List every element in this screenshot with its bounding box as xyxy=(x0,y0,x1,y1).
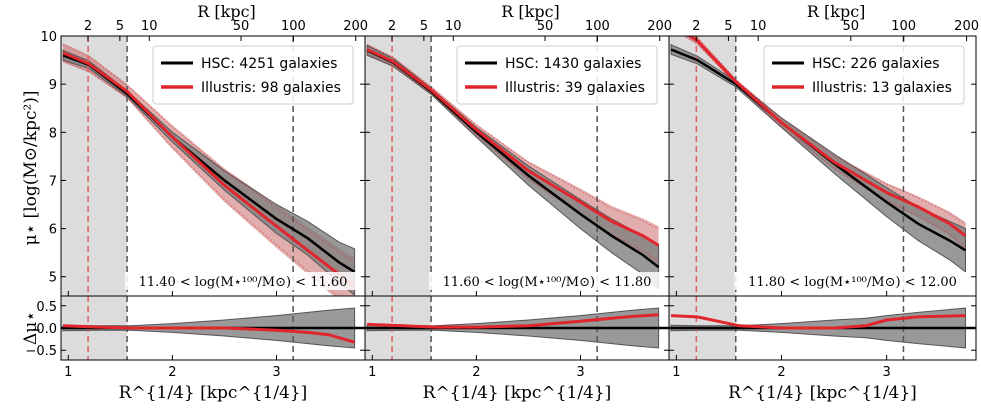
legend-box xyxy=(456,45,658,105)
legend-illustris-label: Illustris: 13 galaxies xyxy=(812,80,952,96)
x-tick-label: 2 xyxy=(168,365,176,380)
y-tick-label-bottom: 0.5 xyxy=(36,300,57,315)
mass-bin-label: 11.80 < log(M⋆¹⁰⁰/M⊙) < 12.00 xyxy=(748,275,957,290)
mass-bin-bg xyxy=(429,272,665,290)
top-tick-label: 200 xyxy=(647,19,672,34)
top-axis-label: R [kpc] xyxy=(807,2,866,21)
mass-bin-label: 11.60 < log(M⋆¹⁰⁰/M⊙) < 11.80 xyxy=(443,275,652,290)
illustris-median-line xyxy=(62,51,356,288)
y-tick-label-bottom: 0.0 xyxy=(36,322,57,337)
residual-plot xyxy=(365,296,669,360)
top-tick-label: 10 xyxy=(750,19,767,34)
y-tick-label: 8 xyxy=(49,126,57,141)
x-tick-label: 1 xyxy=(672,365,680,380)
legend-illustris-label: Illustris: 39 galaxies xyxy=(505,80,645,96)
illustris-individual-profile xyxy=(683,36,966,248)
illustris-median-line xyxy=(687,36,967,237)
y-axis-label-top: μ⋆ [log(M⊙/kpc²)] xyxy=(21,90,41,245)
x-tick-label: 1 xyxy=(368,365,376,380)
top-tick-label: 200 xyxy=(954,19,979,34)
top-tick-label: 5 xyxy=(420,19,428,34)
mass-bin-label: 11.40 < log(M⋆¹⁰⁰/M⊙) < 11.60 xyxy=(139,275,348,290)
x-axis-label: R^{1/4} [kpc^{1/4}] xyxy=(728,383,917,403)
top-tick-label: 5 xyxy=(724,19,732,34)
y-tick-label-bottom: −0.5 xyxy=(25,344,57,359)
y-tick-label: 9 xyxy=(49,78,57,93)
residual-illustris-line xyxy=(63,324,356,344)
top-axis-label: R [kpc] xyxy=(501,2,560,21)
top-tick-label: 50 xyxy=(843,19,860,34)
top-tick-label: 200 xyxy=(343,19,368,34)
y-tick-label: 7 xyxy=(49,174,57,189)
x-tick-label: 3 xyxy=(272,365,280,380)
x-axis-label: R^{1/4} [kpc^{1/4}] xyxy=(423,383,612,403)
top-tick-label: 2 xyxy=(692,19,700,34)
x-tick-label: 3 xyxy=(576,365,584,380)
panel-3: 2 5 10 50 100 200 R [kpc] HSC: 226 galaxies Illu… xyxy=(668,2,979,403)
residual-plot xyxy=(669,296,976,360)
top-tick-label: 2 xyxy=(84,19,92,34)
residual-illustris-line xyxy=(671,314,966,330)
legend-hsc-label: HSC: 226 galaxies xyxy=(812,56,940,72)
panels: 5 6 7 8 9 10 2 5 10 50 100 200 R [kpc] HSC: 4251 gala… xyxy=(25,2,979,403)
top-tick-label: 50 xyxy=(233,19,250,34)
x-tick-label: 2 xyxy=(472,365,480,380)
y-axis-label-bottom: Δμ⋆ xyxy=(21,311,41,345)
legend-illustris-label: Illustris: 98 galaxies xyxy=(201,80,341,96)
y-tick-label: 10 xyxy=(40,30,57,45)
x-tick-label: 2 xyxy=(777,365,785,380)
inner-shaded-region xyxy=(365,36,432,296)
top-tick-label: 2 xyxy=(388,19,396,34)
residual-illustris-line xyxy=(367,313,659,329)
legend-hsc-label: HSC: 4251 galaxies xyxy=(201,56,337,72)
illustris-individual-profile xyxy=(366,44,659,230)
top-tick-label: 50 xyxy=(537,19,554,34)
top-tick-label: 10 xyxy=(445,19,462,34)
top-axis-label: R [kpc] xyxy=(197,2,256,21)
legend-box xyxy=(152,45,354,105)
illustris-individual-profile xyxy=(62,60,339,296)
mass-bin-bg xyxy=(125,272,361,290)
legend-hsc-label: HSC: 1430 galaxies xyxy=(505,56,641,72)
top-tick-label: 100 xyxy=(281,19,306,34)
illustris-individual-profile xyxy=(62,44,355,263)
top-tick-label: 100 xyxy=(585,19,610,34)
profile-plot xyxy=(365,36,660,296)
top-tick-label: 10 xyxy=(141,19,158,34)
legend-box xyxy=(763,45,965,105)
top-tick-label: 5 xyxy=(116,19,124,34)
profile-plot xyxy=(669,36,967,296)
y-tick-label: 5 xyxy=(49,271,57,286)
y-tick-label: 6 xyxy=(49,223,57,238)
residual-plot xyxy=(61,296,365,360)
illustris-median-line xyxy=(366,48,660,247)
panel-1: 5 6 7 8 9 10 2 5 10 50 100 200 R [kpc] HSC: 4251 gala… xyxy=(25,2,368,403)
profile-plot xyxy=(61,36,356,296)
x-axis-label: R^{1/4} [kpc^{1/4}] xyxy=(119,383,308,403)
x-tick-label: 3 xyxy=(882,365,890,380)
top-tick-label: 100 xyxy=(891,19,916,34)
mass-bin-bg xyxy=(734,272,971,290)
x-tick-label: 1 xyxy=(64,365,72,380)
panel-2: 2 5 10 50 100 200 R [kpc] HSC: 1430 galaxies Ill… xyxy=(364,2,672,403)
